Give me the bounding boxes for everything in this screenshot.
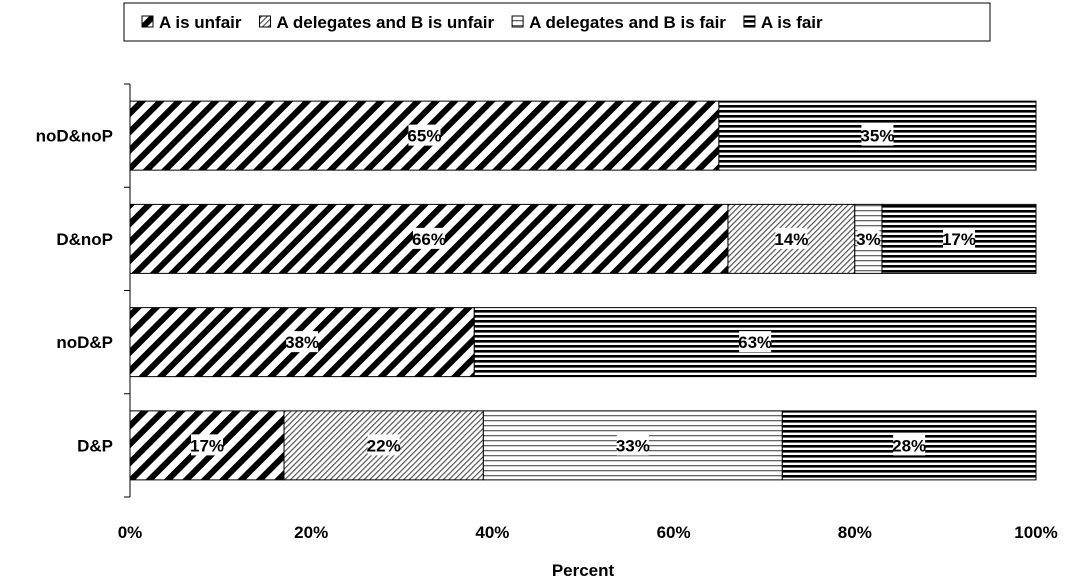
axes: noD&noP D&noP noD&P D&P 0% 20% 40% 60% 80% 100% Pe… xyxy=(36,83,1058,580)
bars xyxy=(129,100,1037,481)
x-tick-label: 0% xyxy=(118,523,143,542)
data-label-bg xyxy=(286,331,319,353)
legend-label-a-is-unfair: A is unfair xyxy=(159,13,242,32)
legend-label-a-delegates-and-b-is-unfair: A delegates and B is unfair xyxy=(277,13,495,32)
legend-swatch-a-delegates-and-b-is-unfair xyxy=(259,15,271,28)
category-label-d-and-nop: D&noP xyxy=(56,230,113,249)
legend-swatch-a-is-unfair xyxy=(141,15,154,28)
legend-swatch-a-delegates-and-b-is-fair xyxy=(511,15,524,28)
data-label-d-and-nop-a-is-fair: 17% xyxy=(942,230,976,249)
x-tick-label: 60% xyxy=(657,523,691,542)
data-label-nod-and-nop-a-is-unfair: 65% xyxy=(407,127,441,146)
data-label-nod-and-nop-a-is-fair: 35% xyxy=(860,127,894,146)
x-tick-label: 40% xyxy=(475,523,509,542)
category-label-nod-and-nop: noD&noP xyxy=(36,127,113,146)
data-label-bg xyxy=(408,124,441,146)
x-axis-title: Percent xyxy=(552,561,615,580)
legend-label-a-is-fair: A is fair xyxy=(761,13,823,32)
data-label-bg xyxy=(616,434,649,456)
data-label-nod-and-p-a-is-unfair: 38% xyxy=(285,333,319,352)
data-label-bg xyxy=(857,227,880,249)
data-labels: 65% 35% 66% 14% 3% 17% 38% 63% 17% 22% 33% 28% xyxy=(190,124,976,456)
data-label-nod-and-p-a-is-fair: 63% xyxy=(738,333,772,352)
data-label-d-and-p-a-is-unfair: 17% xyxy=(190,436,224,455)
legend-swatch-a-is-fair xyxy=(743,15,756,28)
data-label-bg xyxy=(893,434,926,456)
category-label-nod-and-p: noD&P xyxy=(56,333,113,352)
data-label-d-and-p-a-delegates-and-b-is-fair: 33% xyxy=(616,436,650,455)
legend: A is unfair A delegates and B is unfair A … xyxy=(123,2,991,42)
data-label-bg xyxy=(775,227,808,249)
data-label-bg xyxy=(412,227,445,249)
x-tick-label: 100% xyxy=(1014,523,1057,542)
x-tick-label: 20% xyxy=(294,523,328,542)
data-label-d-and-nop-a-is-unfair: 66% xyxy=(412,230,446,249)
data-label-d-and-nop-a-delegates-and-b-is-unfair: 14% xyxy=(774,230,808,249)
legend-label-a-delegates-and-b-is-fair: A delegates and B is fair xyxy=(529,13,726,32)
data-label-bg xyxy=(191,434,224,456)
data-label-bg xyxy=(942,227,975,249)
data-label-d-and-p-a-is-fair: 28% xyxy=(892,436,926,455)
data-label-d-and-nop-a-delegates-and-b-is-fair: 3% xyxy=(856,230,881,249)
data-label-bg xyxy=(739,331,772,353)
data-label-bg xyxy=(861,124,894,146)
category-label-d-and-p: D&P xyxy=(77,436,113,455)
x-tick-label: 80% xyxy=(838,523,872,542)
data-label-bg xyxy=(367,434,400,456)
data-label-d-and-p-a-delegates-and-b-is-unfair: 22% xyxy=(367,436,401,455)
